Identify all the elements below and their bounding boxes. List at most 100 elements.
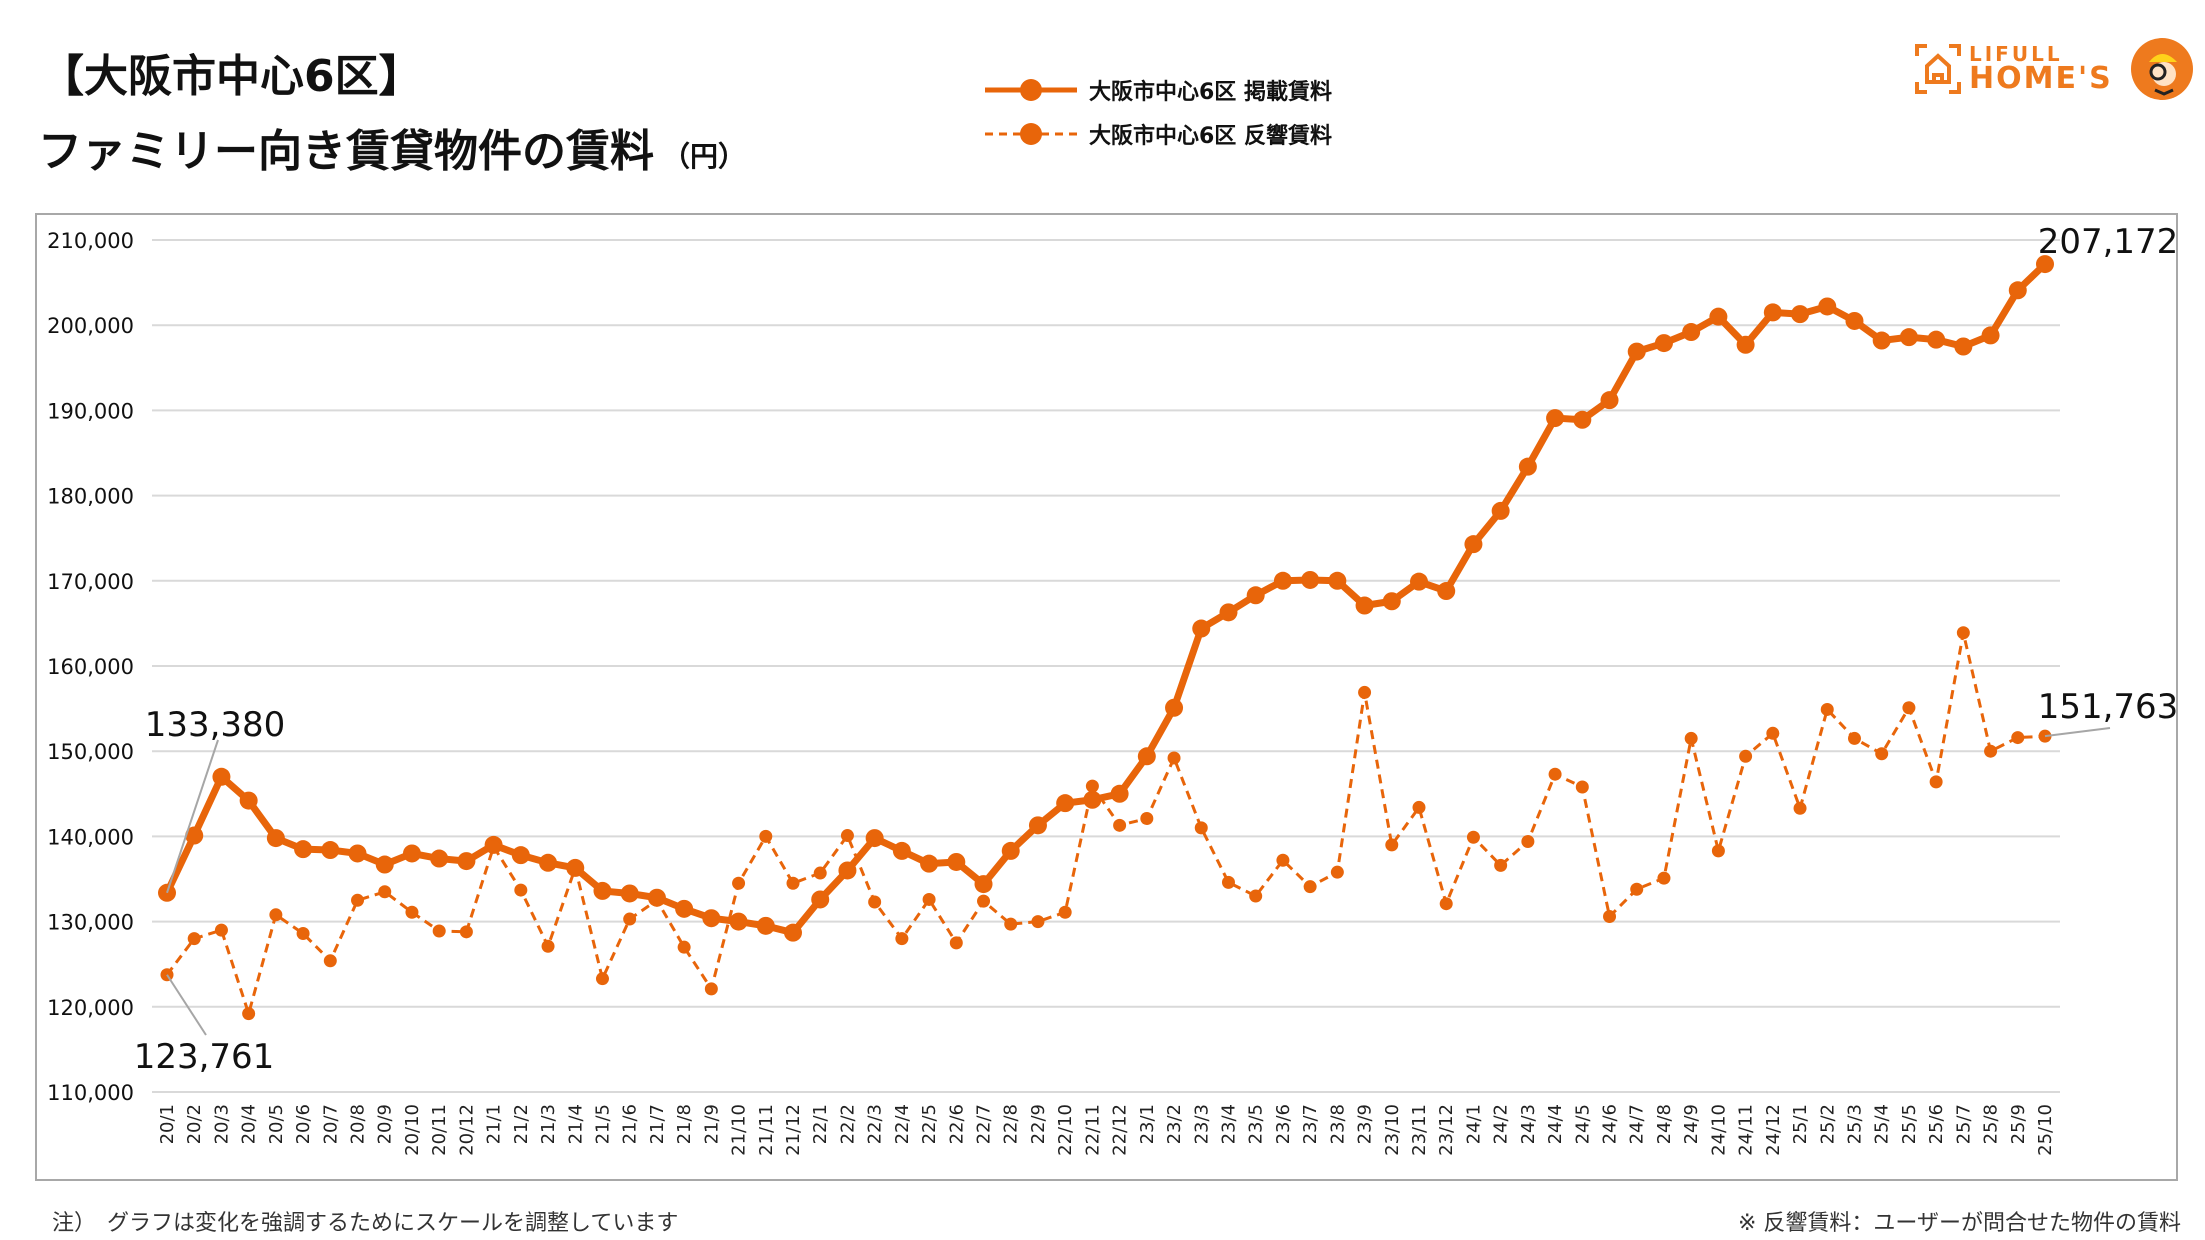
x-tick-label: 20/12: [456, 1104, 477, 1156]
listed-rent-point: [1654, 334, 1673, 353]
response-rent-point: [432, 924, 446, 938]
listed-rent-point: [1137, 747, 1156, 766]
listed-rent-point: [212, 767, 231, 786]
listed-rent-point: [1845, 311, 1864, 330]
listed-rent-point: [729, 912, 748, 931]
y-tick-label: 200,000: [47, 314, 134, 338]
legend-label-response: 大阪市中心6区 反響賃料: [1089, 124, 1332, 149]
x-tick-label: 20/9: [375, 1104, 396, 1144]
x-tick-label: 21/5: [592, 1104, 613, 1144]
listed-rent-point: [266, 829, 285, 848]
y-tick-label: 210,000: [47, 229, 134, 253]
listed-rent-point: [294, 840, 313, 859]
response-rent-point: [1711, 844, 1725, 858]
x-tick-label: 23/6: [1273, 1104, 1294, 1144]
response-rent-point: [459, 925, 473, 939]
response-rent-point: [405, 905, 419, 919]
annotation-leader-line: [2044, 727, 2111, 738]
chart-title-text: ファミリー向き賃貸物件の賃料: [38, 126, 654, 177]
x-tick-label: 21/11: [756, 1104, 777, 1156]
response-rent-point: [1004, 917, 1018, 931]
x-tick-label: 24/9: [1681, 1104, 1702, 1144]
x-tick-label: 20/11: [429, 1104, 450, 1156]
y-tick-label: 140,000: [47, 825, 134, 849]
x-tick-label: 21/8: [674, 1104, 695, 1144]
response-rent-point: [1766, 726, 1780, 740]
listed-rent-point: [1491, 501, 1510, 520]
listed-rent-point: [321, 841, 340, 860]
lifull-homes-logo: LIFULL HOME'S: [1915, 38, 2193, 100]
response-rent-point: [1466, 830, 1480, 844]
x-tick-label: 21/4: [565, 1104, 586, 1144]
x-tick-label: 24/3: [1518, 1104, 1539, 1144]
response-rent-point: [813, 866, 827, 880]
x-tick-label: 23/9: [1355, 1104, 1376, 1144]
x-tick-label: 21/10: [729, 1104, 750, 1156]
x-tick-label: 23/1: [1137, 1104, 1158, 1144]
x-tick-label: 20/4: [239, 1104, 260, 1144]
listed-rent-point: [1273, 571, 1292, 590]
logo-line2: HOME'S: [1969, 61, 2113, 96]
response-rent-point: [1276, 853, 1290, 867]
listed-rent-point: [1464, 535, 1483, 554]
listed-rent-point: [920, 854, 939, 873]
listed-rent-point: [811, 890, 830, 909]
response-rent-point: [1303, 880, 1317, 894]
x-tick-label: 21/6: [620, 1104, 641, 1144]
x-tick-label: 20/7: [320, 1104, 341, 1144]
x-tick-label: 23/3: [1191, 1104, 1212, 1144]
x-tick-label: 24/4: [1545, 1104, 1566, 1144]
x-tick-label: 23/12: [1436, 1104, 1457, 1156]
x-tick-label: 22/3: [865, 1104, 886, 1144]
response-rent-point: [242, 1007, 256, 1021]
x-tick-label: 25/4: [1872, 1104, 1893, 1144]
response-rent-point: [1140, 812, 1154, 826]
footnote-response-definition: ※ 反響賃料：ユーザーが問合せた物件の賃料: [1738, 1211, 2181, 1236]
x-tick-label: 22/7: [974, 1104, 995, 1144]
x-tick-label: 24/12: [1763, 1104, 1784, 1156]
data-label: 123,761: [134, 1037, 275, 1077]
listed-rent-point: [1083, 790, 1102, 809]
response-rent-point: [1058, 905, 1072, 919]
x-tick-label: 25/3: [1844, 1104, 1865, 1144]
response-rent-point: [786, 876, 800, 890]
x-tick-label: 22/5: [919, 1104, 940, 1144]
x-tick-label: 25/9: [2008, 1104, 2029, 1144]
x-tick-label: 22/2: [837, 1104, 858, 1144]
x-tick-label: 25/8: [1981, 1104, 2002, 1144]
response-rent-point: [1657, 871, 1671, 885]
response-rent-point: [868, 895, 882, 909]
x-tick-label: 22/8: [1001, 1104, 1022, 1144]
y-tick-label: 120,000: [47, 996, 134, 1020]
listed-rent-point: [539, 853, 558, 872]
x-tick-label: 20/6: [293, 1104, 314, 1144]
listed-rent-point: [430, 849, 449, 868]
x-tick-label: 22/4: [892, 1104, 913, 1144]
listed-rent-point: [756, 916, 775, 935]
y-tick-label: 150,000: [47, 740, 134, 764]
chart-title-line1: 【大阪市中心6区】: [40, 51, 423, 102]
footnote-scale: 注） グラフは変化を強調するためにスケールを調整しています: [52, 1211, 679, 1236]
response-rent-point: [2011, 731, 2025, 745]
x-tick-label: 21/7: [647, 1104, 668, 1144]
listed-rent-point: [1001, 841, 1020, 860]
response-rent-point: [1085, 779, 1099, 793]
listed-rent-point: [1518, 457, 1537, 476]
response-rent-point: [323, 954, 337, 968]
response-rent-point: [1031, 915, 1045, 929]
listed-rent-point: [675, 899, 694, 918]
legend-item-listed: 大阪市中心6区 掲載賃料: [985, 68, 1332, 112]
response-rent-point: [650, 893, 664, 907]
x-tick-label: 25/6: [1926, 1104, 1947, 1144]
listed-rent-point: [185, 826, 204, 845]
x-tick-label: 22/10: [1055, 1104, 1076, 1156]
x-tick-label: 25/10: [2035, 1104, 2056, 1156]
listed-rent-point: [1192, 619, 1211, 638]
listed-rent-point: [1328, 571, 1347, 590]
response-rent-point: [296, 927, 310, 941]
legend: 大阪市中心6区 掲載賃料 大阪市中心6区 反響賃料: [985, 68, 1332, 156]
x-tick-label: 23/2: [1164, 1104, 1185, 1144]
response-rent-point: [1793, 801, 1807, 815]
response-rent-line: [165, 631, 2046, 1016]
response-rent-point: [1548, 767, 1562, 781]
